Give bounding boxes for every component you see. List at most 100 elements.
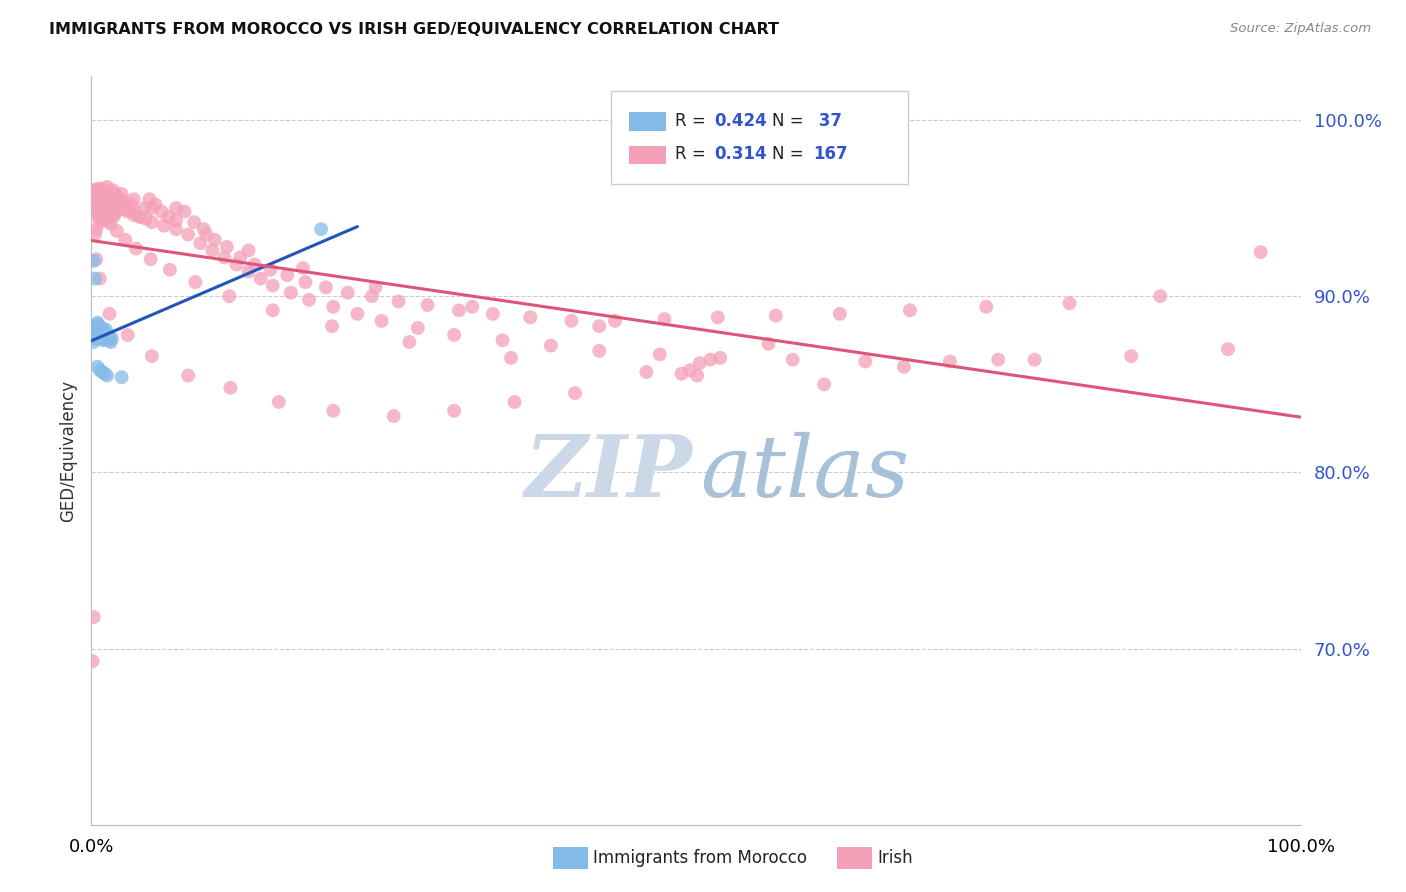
Point — [706, 310, 728, 325]
Point — [84, 252, 107, 267]
Point — [519, 310, 541, 325]
Point — [90, 204, 112, 219]
Point — [101, 210, 124, 224]
Point — [83, 334, 105, 349]
Point — [91, 365, 114, 379]
Point — [225, 257, 247, 271]
Point — [89, 215, 111, 229]
Point — [636, 365, 658, 379]
Point — [853, 354, 876, 368]
Point — [1121, 349, 1143, 363]
Point — [93, 333, 115, 347]
Point — [86, 359, 108, 374]
Point — [93, 367, 115, 381]
Point — [100, 334, 122, 349]
Point — [159, 262, 181, 277]
Point — [382, 409, 405, 423]
Point — [93, 325, 115, 339]
Point — [689, 356, 711, 370]
Point — [447, 303, 470, 318]
Point — [229, 251, 252, 265]
Point — [83, 323, 105, 337]
Point — [90, 181, 112, 195]
Point — [117, 204, 139, 219]
Point — [97, 333, 120, 347]
Point — [98, 192, 121, 206]
Point — [125, 242, 148, 256]
Point — [135, 211, 157, 226]
Point — [84, 321, 107, 335]
Point — [709, 351, 731, 365]
Point — [114, 202, 136, 217]
Point — [86, 316, 108, 330]
Point — [90, 325, 112, 339]
Point — [322, 404, 344, 418]
Point — [249, 271, 271, 285]
Bar — [630, 112, 665, 130]
Point — [1024, 352, 1046, 367]
Point — [86, 206, 108, 220]
Point — [105, 224, 128, 238]
Point — [165, 213, 187, 227]
Point — [122, 208, 145, 222]
Point — [177, 227, 200, 242]
Point — [503, 395, 526, 409]
Point — [309, 222, 332, 236]
Point — [96, 328, 118, 343]
Point — [89, 319, 111, 334]
Point — [443, 328, 465, 343]
Point — [91, 199, 114, 213]
Point — [101, 183, 124, 197]
Point — [243, 257, 266, 271]
Point — [336, 285, 359, 300]
Text: Immigrants from Morocco: Immigrants from Morocco — [593, 849, 807, 867]
Point — [218, 289, 240, 303]
Point — [86, 181, 108, 195]
Point — [560, 314, 582, 328]
Text: 37: 37 — [813, 112, 842, 129]
Point — [765, 309, 787, 323]
Text: 0.314: 0.314 — [714, 145, 766, 163]
Point — [654, 312, 676, 326]
Point — [398, 334, 420, 349]
Text: R =: R = — [675, 145, 711, 163]
Point — [110, 197, 132, 211]
Point — [111, 186, 132, 201]
Point — [98, 204, 121, 219]
Point — [406, 321, 429, 335]
Point — [84, 330, 107, 344]
Point — [499, 351, 522, 365]
Point — [141, 215, 163, 229]
Point — [193, 222, 215, 236]
Point — [603, 314, 626, 328]
Point — [138, 192, 160, 206]
Point — [84, 192, 107, 206]
Point — [294, 275, 316, 289]
Point — [84, 325, 107, 339]
Point — [101, 331, 124, 345]
Point — [238, 244, 260, 258]
Point — [93, 326, 115, 341]
Point — [94, 210, 117, 224]
Point — [98, 330, 121, 344]
Point — [124, 204, 146, 219]
Point — [90, 192, 112, 206]
Point — [364, 280, 387, 294]
Point — [89, 186, 111, 201]
Point — [491, 333, 513, 347]
Point — [93, 183, 115, 197]
Text: N =: N = — [772, 112, 808, 129]
Point — [679, 363, 702, 377]
Point — [87, 210, 110, 224]
Point — [184, 275, 207, 289]
Point — [298, 293, 321, 307]
Text: Irish: Irish — [877, 849, 912, 867]
Point — [1216, 342, 1239, 356]
Point — [361, 289, 384, 303]
Point — [93, 197, 115, 211]
Point — [165, 201, 187, 215]
Text: 167: 167 — [813, 145, 848, 163]
Point — [117, 328, 139, 343]
Text: ZIP: ZIP — [524, 431, 692, 515]
Point — [262, 303, 284, 318]
